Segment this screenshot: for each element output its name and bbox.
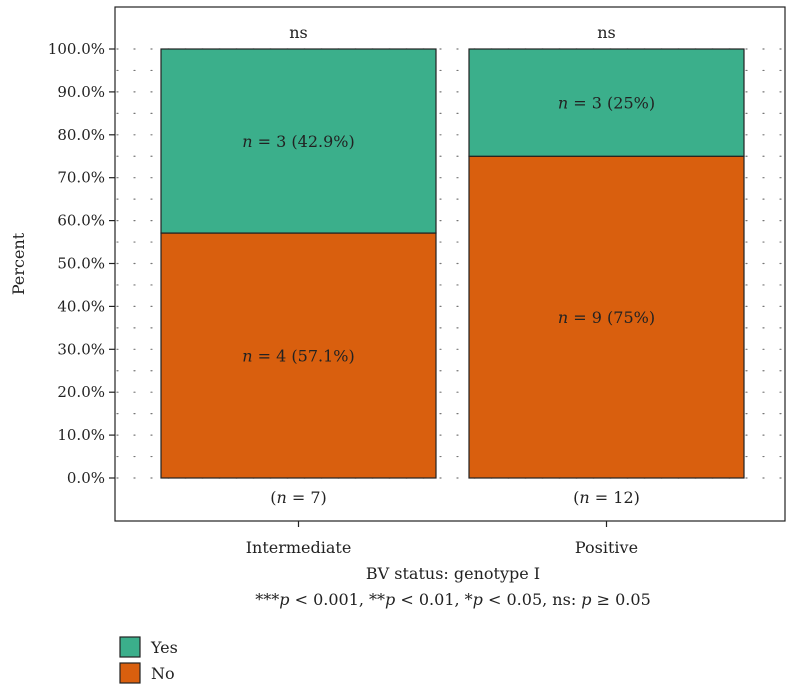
x-tick-label: Positive (575, 538, 638, 557)
significance-label: ns (597, 23, 616, 42)
legend: Yes No (119, 636, 178, 684)
significance-caption: ***p < 0.001, **p < 0.01, *p < 0.05, ns:… (255, 590, 651, 609)
bar-data-label: n = 3 (42.9%) (242, 132, 354, 151)
x-axis: Intermediate Positive (246, 521, 638, 557)
y-tick-label: 50.0% (57, 255, 105, 273)
y-tick-label: 10.0% (57, 426, 105, 444)
y-tick-label: 70.0% (57, 169, 105, 187)
bar-data-label: n = 4 (57.1%) (242, 347, 354, 366)
category-total-label: (n = 7) (270, 488, 327, 507)
legend-swatch (119, 662, 141, 684)
y-tick-label: 20.0% (57, 383, 105, 401)
bar-segment-yes-intermediate (160, 48, 437, 234)
legend-swatch (119, 636, 141, 658)
x-tick-label: Intermediate (246, 538, 352, 557)
significance-label: ns (289, 23, 308, 42)
y-axis-title: Percent (9, 232, 28, 295)
bars: n = 4 (57.1%) n = 3 (42.9%) ns (n = 7) n = 9… (160, 23, 745, 507)
y-tick-label: 60.0% (57, 212, 105, 230)
legend-label: No (151, 664, 175, 683)
y-tick-label: 90.0% (57, 83, 105, 101)
y-tick-label: 40.0% (57, 297, 105, 315)
y-tick-label: 0.0% (67, 469, 105, 487)
legend-label: Yes (150, 638, 178, 657)
x-axis-title: BV status: genotype I (366, 564, 540, 583)
bar-data-label: n = 3 (25%) (558, 94, 655, 113)
y-axis: 0.0% 10.0% 20.0% 30.0% 40.0% 50.0% 60.0% 70.0% 8… (48, 40, 115, 487)
bar-segment-yes-positive (468, 48, 745, 157)
y-tick-label: 100.0% (48, 40, 105, 58)
category-total-label: (n = 12) (573, 488, 640, 507)
y-tick-label: 80.0% (57, 126, 105, 144)
bar-data-label: n = 9 (75%) (558, 308, 655, 327)
bar-segment-no-intermediate (160, 232, 437, 479)
y-tick-label: 30.0% (57, 340, 105, 358)
